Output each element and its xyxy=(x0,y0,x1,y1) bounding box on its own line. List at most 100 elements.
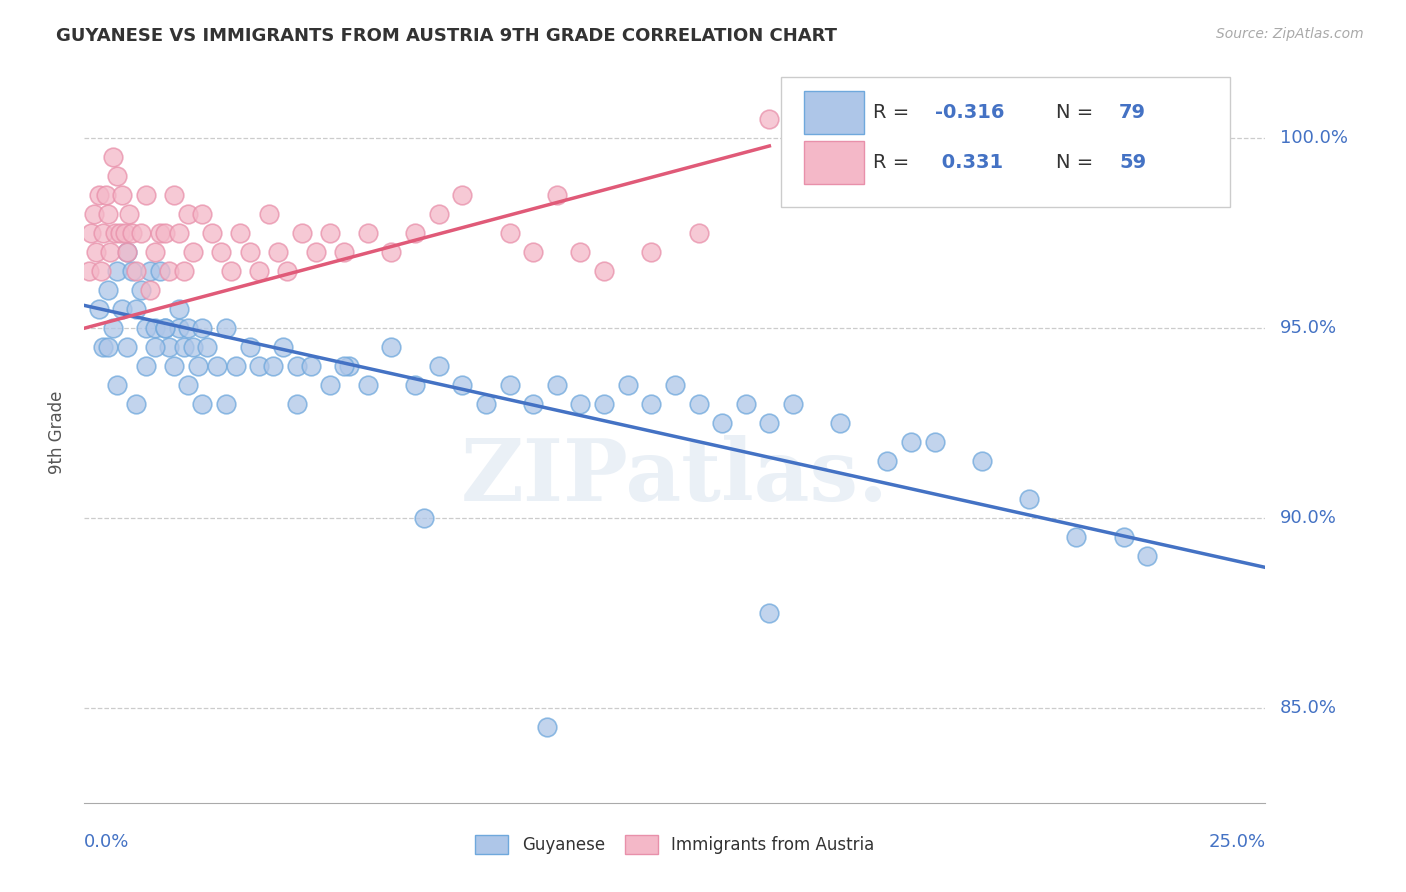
Point xyxy=(215,321,238,335)
Point xyxy=(1136,549,1159,563)
Point xyxy=(285,359,308,374)
Point xyxy=(498,227,520,241)
Point xyxy=(135,188,157,202)
Point xyxy=(782,397,804,411)
Point xyxy=(247,359,270,374)
Point xyxy=(688,227,710,241)
Point xyxy=(90,264,112,278)
Point xyxy=(104,227,127,241)
Point xyxy=(177,207,200,221)
Point xyxy=(229,227,252,241)
Point xyxy=(451,188,474,202)
Point xyxy=(546,188,568,202)
Point xyxy=(129,283,152,297)
FancyBboxPatch shape xyxy=(804,91,863,135)
Point xyxy=(115,340,138,354)
Point xyxy=(257,207,280,221)
Point xyxy=(149,227,172,241)
Point xyxy=(115,245,138,260)
Point xyxy=(153,321,176,335)
Point xyxy=(593,397,616,411)
Point xyxy=(101,150,124,164)
Point xyxy=(115,245,138,260)
Point xyxy=(380,340,402,354)
Point xyxy=(219,264,242,278)
Point xyxy=(475,397,498,411)
Point xyxy=(149,264,172,278)
Point xyxy=(357,378,380,392)
Point xyxy=(688,397,710,411)
Point xyxy=(181,340,204,354)
Point xyxy=(404,378,426,392)
Point xyxy=(125,264,148,278)
Point xyxy=(87,302,110,317)
Point xyxy=(77,264,100,278)
Point xyxy=(546,378,568,392)
Point xyxy=(135,359,157,374)
Point xyxy=(91,227,114,241)
Point xyxy=(209,245,232,260)
Point xyxy=(758,606,780,620)
Point xyxy=(107,378,129,392)
Point xyxy=(129,227,152,241)
Point xyxy=(167,321,190,335)
Point xyxy=(664,378,686,392)
Point xyxy=(111,302,134,317)
Point xyxy=(427,207,450,221)
Point xyxy=(536,720,558,734)
FancyBboxPatch shape xyxy=(782,78,1230,207)
Text: 90.0%: 90.0% xyxy=(1279,509,1337,527)
Point xyxy=(215,397,238,411)
Point xyxy=(239,340,262,354)
Text: GUYANESE VS IMMIGRANTS FROM AUSTRIA 9TH GRADE CORRELATION CHART: GUYANESE VS IMMIGRANTS FROM AUSTRIA 9TH … xyxy=(56,27,837,45)
Point xyxy=(616,378,638,392)
Point xyxy=(1066,530,1088,544)
Point xyxy=(191,397,214,411)
Point xyxy=(101,321,124,335)
Point xyxy=(758,112,780,127)
Legend: Guyanese, Immigrants from Austria: Guyanese, Immigrants from Austria xyxy=(468,829,882,861)
Point xyxy=(118,207,141,221)
Point xyxy=(108,227,131,241)
Point xyxy=(163,188,186,202)
Point xyxy=(163,359,186,374)
Point xyxy=(121,264,143,278)
Text: 95.0%: 95.0% xyxy=(1279,319,1337,337)
Point xyxy=(333,359,356,374)
Point xyxy=(94,188,117,202)
Point xyxy=(125,397,148,411)
Point xyxy=(970,454,993,468)
Point xyxy=(191,321,214,335)
Point xyxy=(924,435,946,450)
Point xyxy=(97,283,120,297)
Point xyxy=(711,416,734,430)
Point xyxy=(87,188,110,202)
Point xyxy=(143,245,166,260)
Point xyxy=(80,227,103,241)
Point xyxy=(121,227,143,241)
Text: ZIPatlas.: ZIPatlas. xyxy=(461,435,889,519)
Point xyxy=(276,264,298,278)
Text: N =: N = xyxy=(1056,103,1099,122)
Text: -0.316: -0.316 xyxy=(935,103,1004,122)
Point xyxy=(285,397,308,411)
Point xyxy=(522,245,544,260)
Point xyxy=(125,302,148,317)
Point xyxy=(111,188,134,202)
Point xyxy=(319,227,342,241)
Text: 25.0%: 25.0% xyxy=(1208,833,1265,851)
Point xyxy=(569,397,592,411)
Point xyxy=(640,245,662,260)
Point xyxy=(181,245,204,260)
Text: 0.331: 0.331 xyxy=(935,153,1002,172)
Point xyxy=(333,245,356,260)
Point xyxy=(91,340,114,354)
Point xyxy=(191,207,214,221)
Text: 85.0%: 85.0% xyxy=(1279,699,1337,717)
Point xyxy=(173,340,195,354)
Point xyxy=(734,397,756,411)
Text: 59: 59 xyxy=(1119,153,1146,172)
Text: R =: R = xyxy=(873,153,915,172)
Point xyxy=(135,321,157,335)
Point xyxy=(522,397,544,411)
